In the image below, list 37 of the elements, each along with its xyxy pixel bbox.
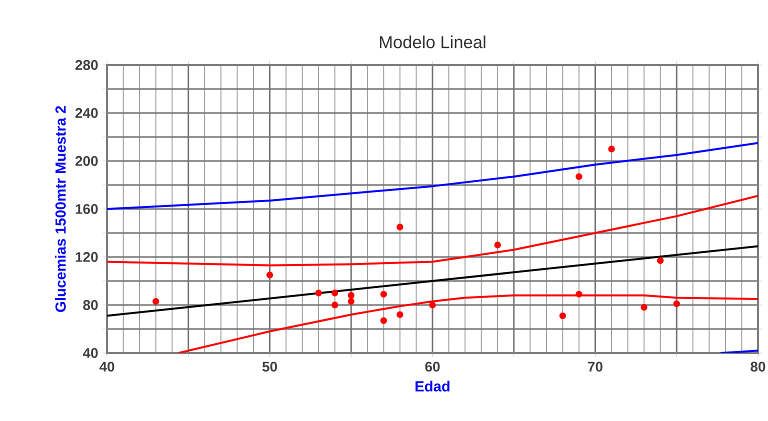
point [396, 311, 404, 318]
point [576, 173, 582, 180]
point [152, 298, 160, 305]
x-axis-title: Edad [416, 380, 450, 392]
point [266, 272, 274, 278]
x-tick-label: 60 [425, 362, 440, 372]
point [576, 290, 582, 298]
point [657, 257, 664, 264]
chart-title: Modelo Lineal [380, 36, 486, 48]
y-tick-label: 200 [75, 156, 98, 166]
point [380, 290, 388, 298]
point [429, 302, 436, 308]
x-tick-label: 70 [588, 362, 602, 372]
x-tick-label: 50 [262, 362, 277, 372]
y-tick-label: 280 [75, 60, 98, 70]
x-tick-label: 80 [750, 362, 766, 372]
point [608, 146, 615, 152]
point [640, 304, 648, 311]
point [559, 312, 566, 320]
y-tick-label: 40 [82, 348, 98, 358]
x-tick-label: 40 [99, 362, 114, 372]
y-tick-label: 120 [76, 252, 98, 262]
y-tick-label: 80 [83, 300, 98, 310]
point [332, 290, 338, 296]
point [332, 302, 338, 308]
point [494, 242, 501, 248]
point [315, 290, 322, 296]
point [380, 317, 388, 324]
y-axis-title: Glucemias 1500mtr Muestra 2 [55, 106, 66, 312]
point [348, 298, 354, 305]
line-series [107, 194, 758, 266]
point [673, 300, 680, 308]
line-series [107, 142, 758, 210]
y-tick-label: 240 [75, 108, 98, 118]
point [396, 224, 404, 230]
y-tick-label: 160 [76, 204, 98, 214]
point [348, 292, 354, 299]
